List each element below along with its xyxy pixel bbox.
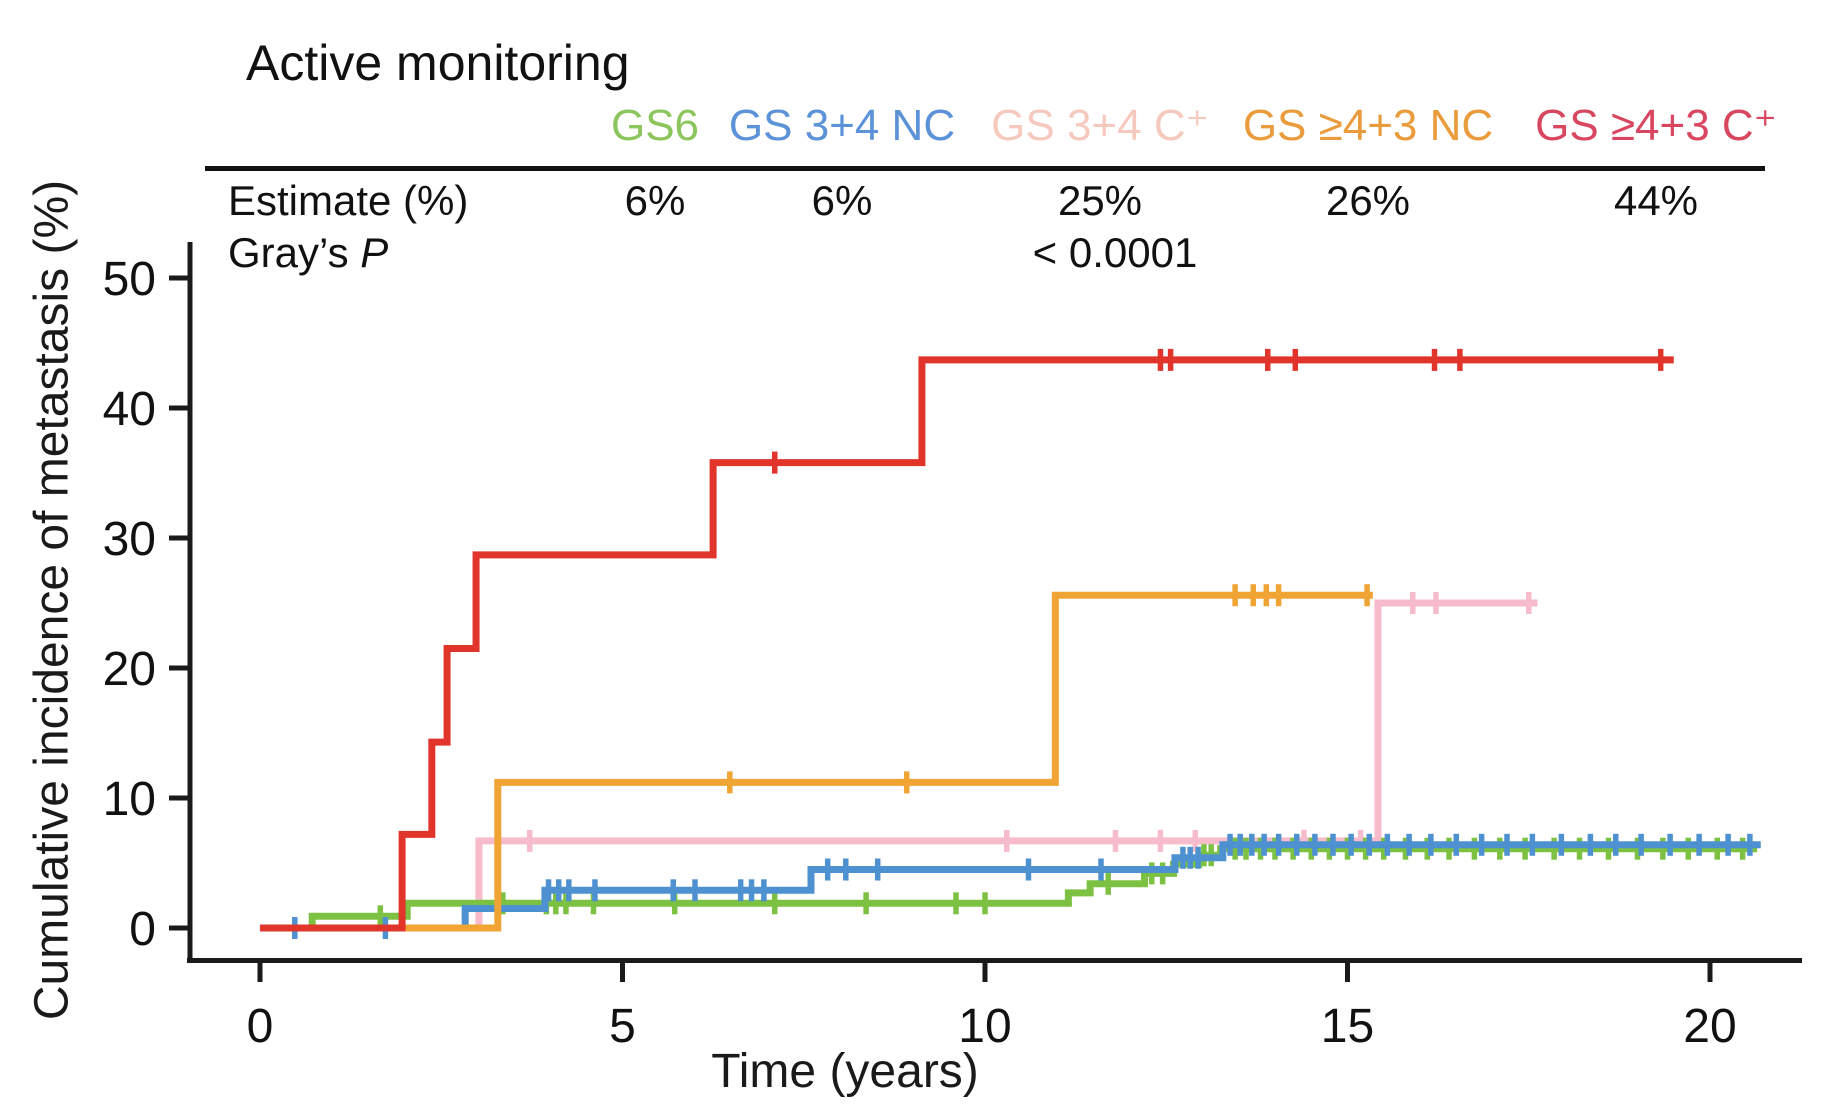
page-title: Active monitoring	[246, 35, 630, 91]
estimate-row-label: Estimate (%)	[228, 177, 469, 224]
series-curve-gs-3-4-nc	[260, 841, 1761, 932]
series-curve-gs-4-3-c	[260, 356, 1674, 932]
x-tick-label: 15	[1321, 1000, 1374, 1053]
legend-label-gs-3-4-nc: GS 3+4 NC	[728, 101, 956, 150]
legend-label-gs-4-3-c: GS ≥4+3 C⁺	[1535, 101, 1777, 150]
x-tick-label: 10	[958, 1000, 1011, 1053]
legend-label-gs-3-4-c: GS 3+4 C⁺	[991, 101, 1209, 150]
x-tick-label: 0	[247, 1000, 274, 1053]
legend-label-gs-4-3-nc: GS ≥4+3 NC	[1242, 101, 1494, 150]
grays-p-label-text: Gray’s	[228, 229, 361, 276]
y-tick-label: 50	[103, 253, 156, 306]
grays-p-row-label: Gray’s P	[228, 228, 388, 278]
estimate-value-gs-3-4-c: 25%	[1057, 177, 1143, 224]
x-axis-label: Time (years)	[711, 1045, 979, 1098]
estimate-value-gs-3-4-nc: 6%	[811, 177, 873, 224]
estimate-value-gs-4-3-nc: 26%	[1325, 177, 1411, 224]
y-tick-label: 30	[103, 513, 156, 566]
x-tick-label: 5	[609, 1000, 636, 1053]
y-tick-label: 20	[103, 643, 156, 696]
series-curve-gs6	[260, 845, 1758, 932]
y-tick-label: 40	[103, 383, 156, 436]
grays-p-symbol: P	[360, 229, 389, 276]
table-rule-line	[205, 166, 1765, 171]
series-curve-gs-4-3-nc	[260, 591, 1373, 932]
estimate-value-gs-4-3-c: 44%	[1613, 177, 1699, 224]
legend-label-gs6: GS6	[610, 101, 700, 150]
grays-p-value: < 0.0001	[1032, 229, 1198, 276]
y-tick-label: 10	[103, 773, 156, 826]
x-tick-label: 20	[1683, 1000, 1736, 1053]
y-tick-label: 0	[129, 903, 156, 956]
estimate-value-gs6: 6%	[624, 177, 686, 224]
